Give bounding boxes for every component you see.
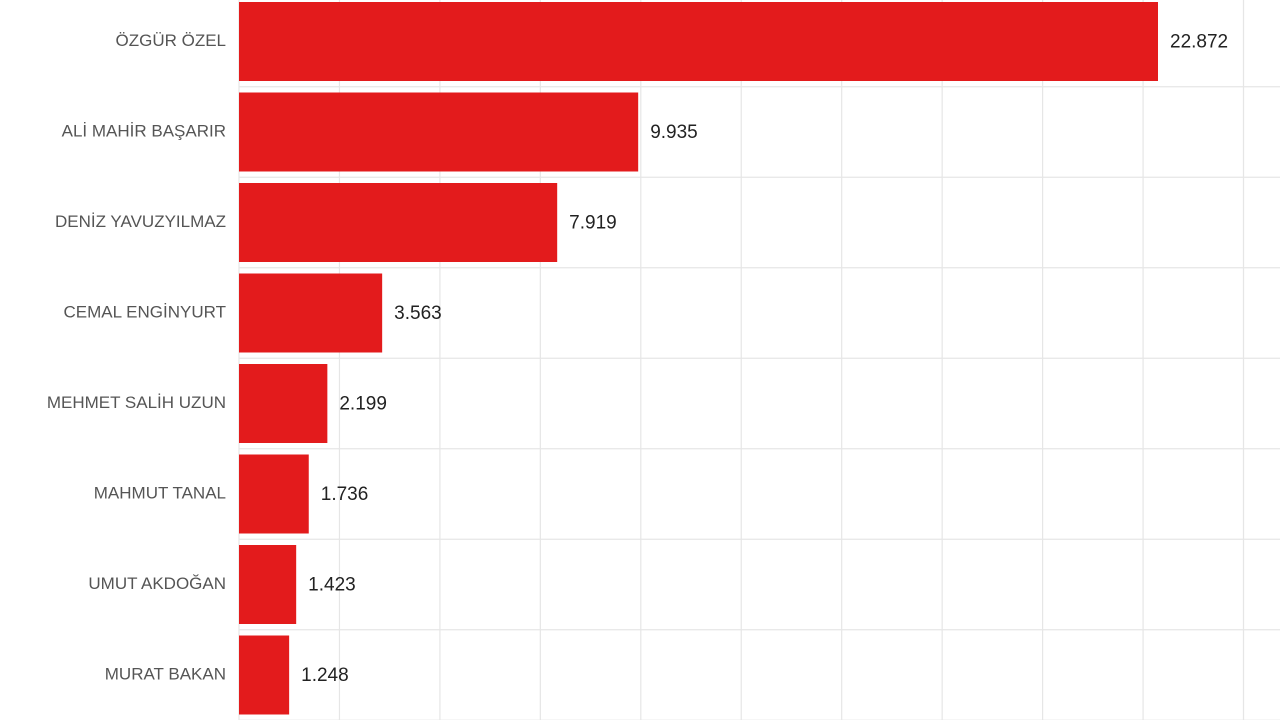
category-label: MURAT BAKAN xyxy=(105,664,226,683)
bar xyxy=(239,454,309,534)
value-label: 22.872 xyxy=(1170,32,1228,53)
bar xyxy=(239,273,383,353)
label-layer: ÖZGÜR ÖZEL 22.872 ALİ MAHİR BAŞARIR 9.935 DE… xyxy=(47,31,1228,686)
bar xyxy=(239,183,558,262)
bar xyxy=(239,635,290,715)
bar xyxy=(239,364,328,443)
category-label: CEMAL ENGİNYURT xyxy=(64,302,226,321)
value-label: 1.423 xyxy=(308,575,356,596)
value-label: 3.563 xyxy=(394,303,442,324)
value-label: 1.736 xyxy=(321,484,369,505)
category-label: MEHMET SALİH UZUN xyxy=(47,393,226,412)
bar xyxy=(239,92,639,172)
value-label: 9.935 xyxy=(650,122,698,143)
category-label: UMUT AKDOĞAN xyxy=(88,574,226,593)
category-label: ALİ MAHİR BAŞARIR xyxy=(62,121,226,140)
category-label: MAHMUT TANAL xyxy=(94,483,226,502)
grid-layer xyxy=(238,0,1280,721)
value-label: 1.248 xyxy=(301,665,349,686)
category-label: ÖZGÜR ÖZEL xyxy=(115,31,226,50)
value-label: 2.199 xyxy=(339,394,387,415)
category-label: DENİZ YAVUZYILMAZ xyxy=(55,212,226,231)
bar xyxy=(239,545,297,624)
bar xyxy=(239,2,1158,81)
bar-layer xyxy=(239,2,1158,715)
value-label: 7.919 xyxy=(569,213,617,234)
